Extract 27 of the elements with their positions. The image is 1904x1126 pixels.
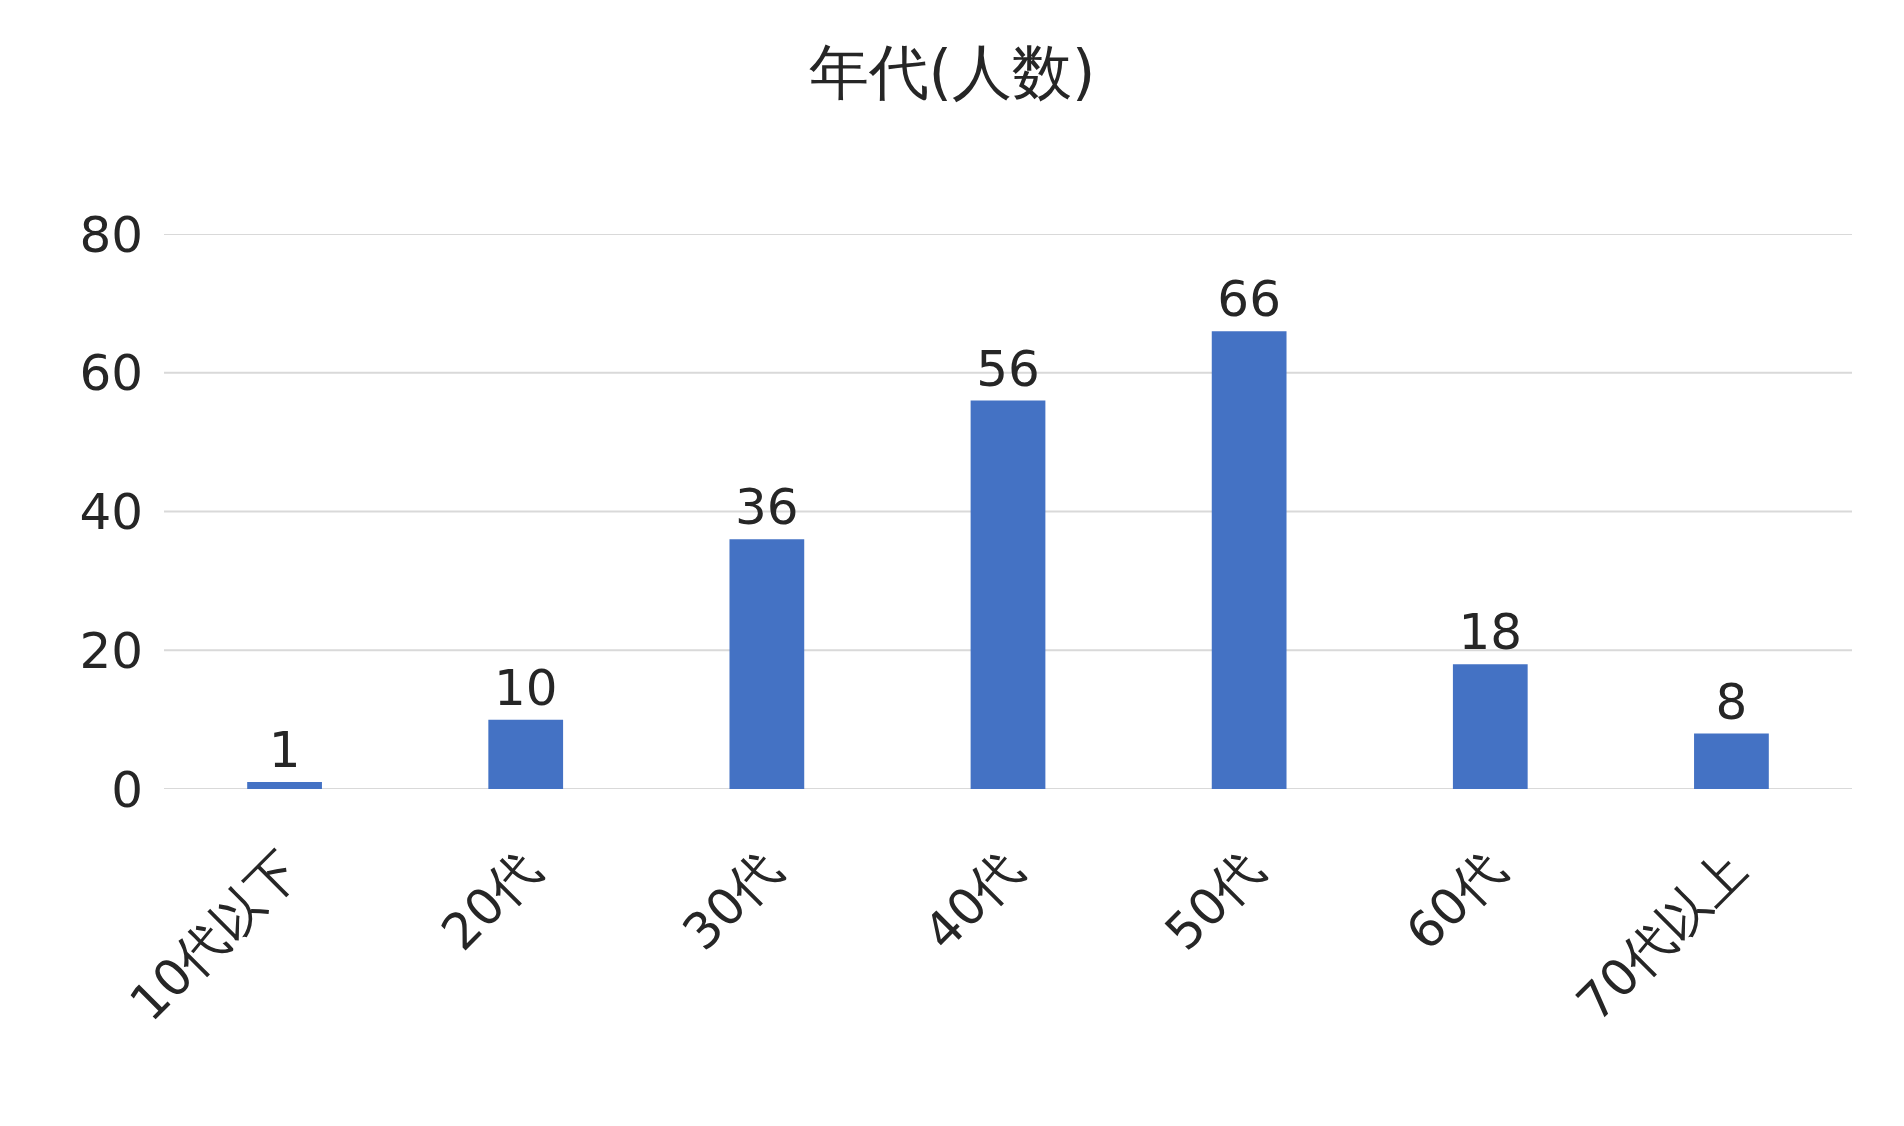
data-label: 8 (1715, 672, 1748, 731)
bar (1452, 664, 1528, 789)
data-label: 36 (735, 478, 799, 537)
x-tick-label: 60代 (1395, 840, 1517, 962)
bar (247, 782, 322, 789)
y-tick-label: 40 (79, 483, 143, 541)
bar (488, 719, 564, 789)
y-tick-label: 20 (79, 621, 143, 680)
data-label: 10 (493, 658, 558, 717)
y-tick-label: 80 (79, 205, 143, 264)
data-label: 66 (1217, 270, 1281, 329)
bar (970, 400, 1046, 789)
x-tick-label: 20代 (430, 840, 552, 962)
data-label: 1 (268, 721, 301, 780)
bar (1694, 733, 1769, 789)
bar (729, 539, 805, 789)
x-tick-label: 70代以上 (1565, 840, 1758, 1033)
x-tick-label: 50代 (1153, 840, 1276, 962)
x-tick-label: 30代 (671, 840, 794, 962)
y-tick-label: 0 (111, 760, 143, 819)
y-tick-label: 60 (79, 344, 143, 403)
data-label: 18 (1458, 603, 1523, 662)
x-tick-label: 40代 (912, 840, 1035, 962)
chart-title: 年代(人数) (808, 36, 1096, 107)
x-tick-label: 10代以下 (118, 840, 311, 1033)
data-label: 56 (976, 339, 1040, 398)
bar (1211, 331, 1287, 789)
